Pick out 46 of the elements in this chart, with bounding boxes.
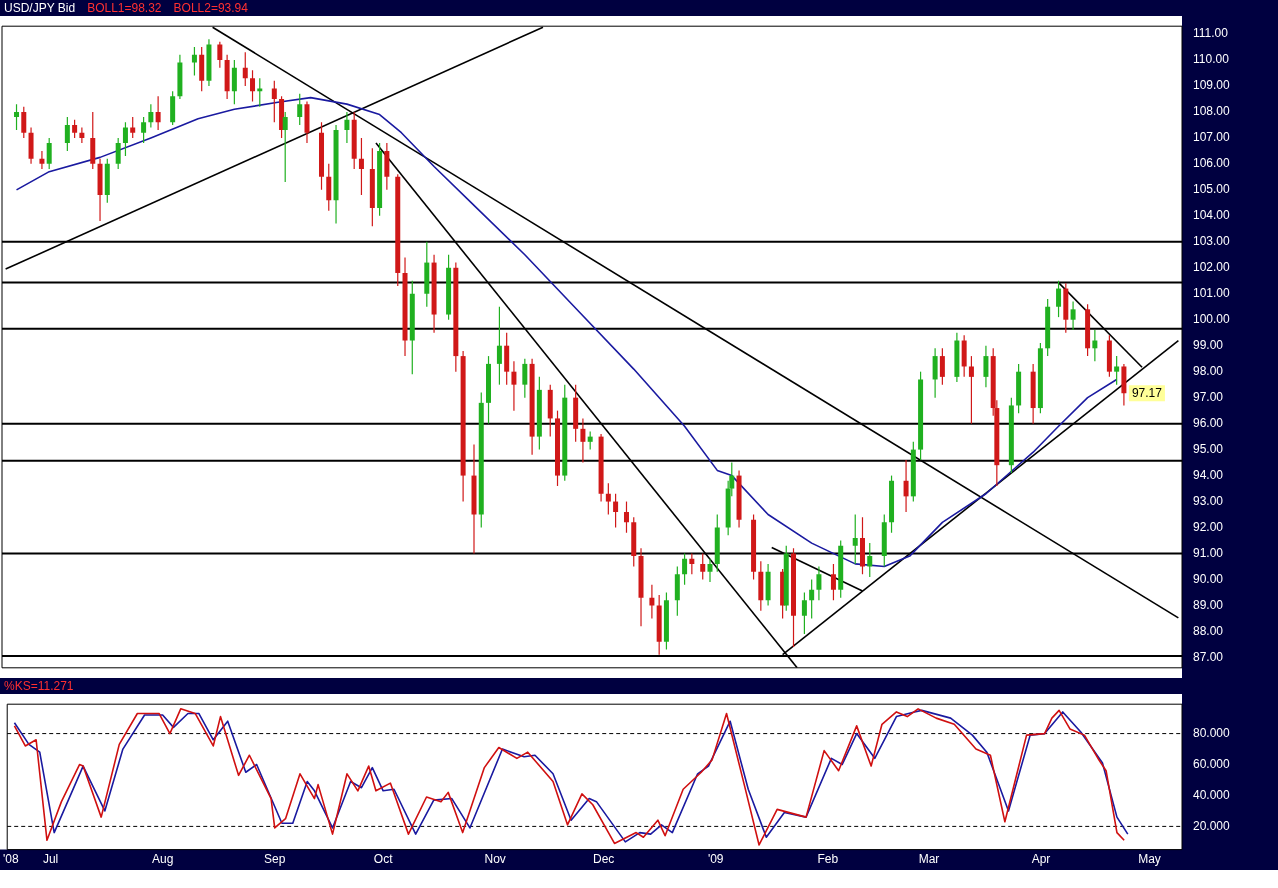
y-tick-label: 95.00 <box>1193 441 1224 456</box>
y-tick-label: 89.00 <box>1193 597 1224 612</box>
y-tick-label: 107.00 <box>1193 130 1231 145</box>
y-tick-label: 20.000 <box>1193 818 1231 833</box>
y-tick-label: 109.00 <box>1193 78 1231 93</box>
text: BOLL1=98.32 <box>87 1 162 15</box>
y-tick-label: 111.00 <box>1193 26 1229 41</box>
y-tick-label: 60.000 <box>1193 756 1231 771</box>
y-tick-label: 103.00 <box>1193 234 1231 249</box>
y-tick-label: 93.00 <box>1193 493 1224 508</box>
y-tick-label: 98.00 <box>1193 363 1224 378</box>
text: BOLL2=93.94 <box>173 1 248 15</box>
x-tick-label: '09 <box>707 852 724 867</box>
x-tick-label: Dec <box>592 852 615 867</box>
chart-title: USD/JPY Bid <box>4 1 76 15</box>
x-tick-label: Sep <box>264 852 286 867</box>
y-tick-label: 108.00 <box>1193 104 1231 119</box>
x-tick-label: Apr <box>1031 852 1051 867</box>
x-tick-label: Aug <box>151 852 174 867</box>
x-tick-label: Feb <box>817 852 839 867</box>
x-tick-label: May <box>1138 852 1161 867</box>
annotation: 97.17 <box>1131 385 1163 400</box>
y-tick-label: 94.00 <box>1193 467 1224 482</box>
y-tick-label: 91.00 <box>1193 545 1224 560</box>
y-tick-label: 90.00 <box>1193 571 1224 586</box>
x-tick-label: Jul <box>42 852 59 867</box>
y-tick-label: 102.00 <box>1193 260 1231 275</box>
y-tick-label: 101.00 <box>1193 286 1231 301</box>
x-tick-label: Oct <box>373 852 394 867</box>
y-tick-label: 88.00 <box>1193 623 1224 638</box>
x-tick-label: Mar <box>918 852 940 867</box>
y-tick-label: 97.00 <box>1193 389 1224 404</box>
text: %KS=11.271 <box>4 679 74 693</box>
y-tick-label: 40.000 <box>1193 787 1231 802</box>
y-tick-label: 110.00 <box>1193 52 1230 67</box>
y-tick-label: 92.00 <box>1193 519 1224 534</box>
y-tick-label: 99.00 <box>1193 338 1224 353</box>
x-tick-label: Nov <box>484 852 506 867</box>
y-tick-label: 104.00 <box>1193 208 1231 223</box>
y-tick-label: 80.000 <box>1193 725 1231 740</box>
y-tick-label: 106.00 <box>1193 156 1231 171</box>
y-tick-label: 105.00 <box>1193 182 1231 197</box>
y-tick-label: 96.00 <box>1193 415 1224 430</box>
y-tick-label: 87.00 <box>1193 649 1224 664</box>
x-tick-label: '08 <box>3 852 19 867</box>
y-tick-label: 100.00 <box>1193 312 1231 327</box>
